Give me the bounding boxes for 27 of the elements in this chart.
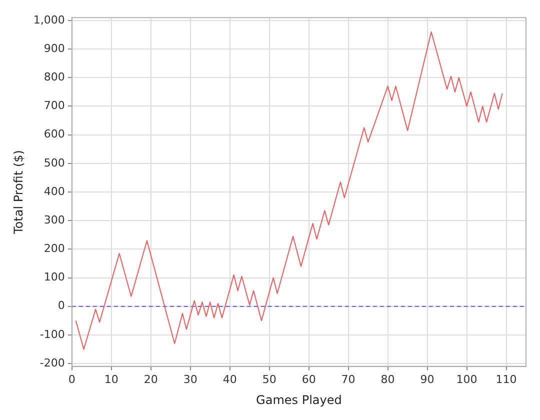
y-tick-label: -100 bbox=[40, 328, 65, 341]
x-tick-label: 30 bbox=[183, 372, 198, 386]
y-tick-label: -200 bbox=[40, 356, 65, 370]
y-tick-label: 500 bbox=[44, 156, 65, 170]
x-tick-label: 10 bbox=[104, 372, 118, 386]
y-tick-label: 800 bbox=[44, 70, 65, 84]
x-tick-label: 60 bbox=[302, 372, 316, 386]
x-tick-label: 80 bbox=[380, 372, 395, 386]
y-tick-label: 600 bbox=[44, 128, 65, 141]
x-tick-label: 70 bbox=[341, 372, 356, 386]
y-tick-label: 900 bbox=[44, 42, 65, 55]
y-tick-label: 200 bbox=[44, 242, 65, 256]
x-tick-label: 0 bbox=[68, 372, 76, 386]
x-tick-label: 110 bbox=[496, 372, 517, 386]
y-tick-label: 700 bbox=[44, 99, 65, 112]
y-tick-label: 400 bbox=[44, 184, 65, 198]
y-tick-label: 100 bbox=[44, 270, 65, 284]
y-tick-label: 1,000 bbox=[33, 13, 65, 26]
x-tick-label: 100 bbox=[456, 372, 478, 386]
x-tick-label: 40 bbox=[222, 372, 237, 386]
x-axis-title: Games Played bbox=[256, 392, 342, 407]
y-tick-label: 0 bbox=[58, 299, 65, 312]
x-tick-label: 90 bbox=[420, 372, 434, 386]
x-tick-label: 20 bbox=[144, 372, 158, 386]
x-tick-label: 50 bbox=[262, 372, 276, 386]
y-axis-title: Total Profit ($) bbox=[11, 150, 26, 235]
y-tick-label: 300 bbox=[44, 213, 65, 226]
